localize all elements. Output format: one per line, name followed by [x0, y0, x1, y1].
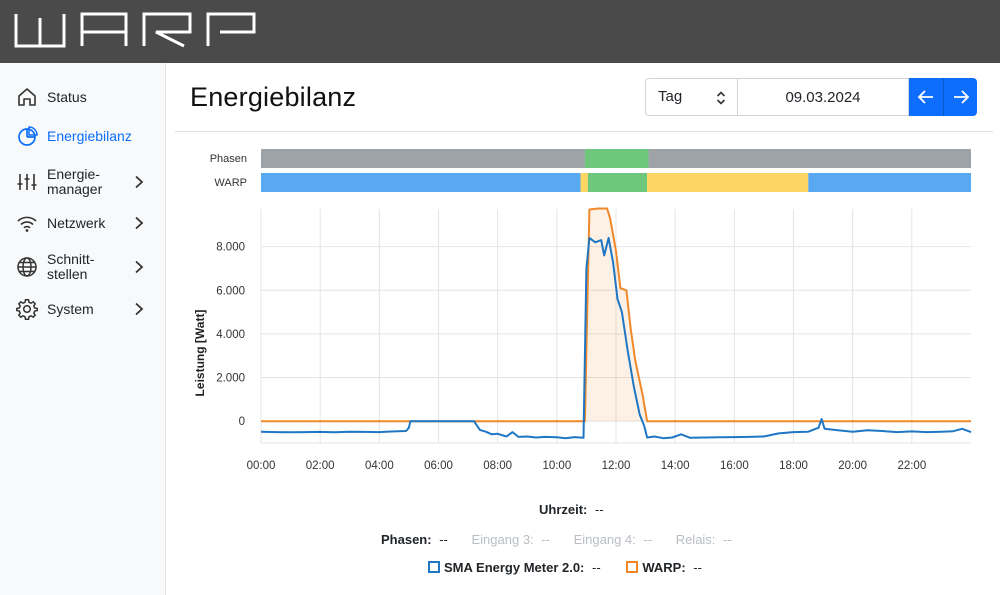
x-tick-label: 14:00 — [661, 460, 690, 472]
x-tick-label: 04:00 — [365, 460, 394, 472]
sidebar-item-energiemanager[interactable]: Energie- manager — [0, 162, 166, 202]
status-band-segment — [587, 173, 648, 192]
globe-icon — [17, 257, 37, 277]
date-controls: Tag — [645, 78, 977, 116]
warp-value: -- — [693, 560, 702, 575]
input3-label: Eingang 3: — [471, 532, 534, 547]
phases-value: -- — [439, 532, 448, 547]
series-legend: SMA Energy Meter 2.0: -- WARP: -- — [428, 560, 702, 575]
warp-logo — [14, 12, 256, 48]
arrow-right-icon — [953, 90, 969, 104]
input4-value: -- — [643, 532, 653, 547]
home-icon — [18, 88, 36, 106]
sliders-icon — [17, 174, 37, 190]
main-content: Energiebilanz Tag PhasenWARP00:0002:0004… — [167, 63, 1000, 595]
relay-value: -- — [723, 532, 732, 547]
sidebar-item-label: Netzwerk — [47, 214, 106, 231]
series-line-sma — [260, 236, 972, 440]
series-line-warp — [261, 207, 971, 423]
sma-value: -- — [592, 560, 601, 575]
header-divider — [175, 131, 993, 132]
period-select[interactable]: Tag — [645, 78, 738, 116]
sma-label: SMA Energy Meter 2.0: — [444, 560, 585, 575]
x-tick-label: 20:00 — [838, 460, 867, 472]
sidebar-item-label: Schnitt- stellen — [47, 251, 95, 282]
legend-item-sma[interactable]: SMA Energy Meter 2.0: -- — [428, 560, 604, 575]
period-select-value: Tag — [658, 88, 683, 105]
input3-value: -- — [541, 532, 550, 547]
legend-item-warp[interactable]: WARP: -- — [626, 560, 702, 575]
chevron-right-icon — [135, 175, 144, 189]
sma-swatch — [428, 561, 440, 573]
energy-chart[interactable]: Phasen WARP 00:00 02:00 04:00 06:00 08:00 10:00… — [167, 63, 1000, 483]
status-band-segment — [584, 149, 649, 168]
x-tick-label: 22:00 — [897, 460, 926, 472]
sidebar-item-energiebilanz[interactable]: Energiebilanz — [0, 118, 166, 154]
status-band-segment — [648, 149, 971, 168]
band-label: Phasen — [210, 153, 247, 165]
date-input[interactable] — [738, 78, 909, 116]
y-tick-label: 2.000 — [216, 373, 245, 385]
sidebar-item-label: Status — [47, 88, 87, 105]
time-label: Uhrzeit: — [539, 502, 588, 517]
top-bar — [0, 0, 1000, 63]
sidebar-item-status[interactable]: Status — [0, 79, 166, 115]
pie-chart-icon — [18, 126, 38, 146]
select-caret-icon — [716, 91, 726, 105]
wifi-icon — [17, 216, 37, 232]
status-band-segment — [808, 173, 971, 192]
y-tick-label: 8.000 — [216, 242, 245, 254]
phases-label: Phasen: — [381, 532, 432, 547]
x-tick-label: 02:00 — [306, 460, 335, 472]
next-day-button[interactable] — [943, 78, 977, 116]
x-tick-label: 08:00 — [483, 460, 512, 472]
chevron-right-icon — [135, 302, 144, 316]
sidebar-item-schnittstellen[interactable]: Schnitt- stellen — [0, 247, 166, 287]
chevron-right-icon — [135, 260, 144, 274]
y-tick-label: 6.000 — [216, 285, 245, 297]
y-tick-label: 4.000 — [216, 329, 245, 341]
x-tick-label: 18:00 — [779, 460, 808, 472]
warp-swatch — [626, 561, 639, 573]
y-tick-label: 0 — [239, 416, 245, 428]
x-tick-label: 12:00 — [602, 460, 631, 472]
sidebar-item-label: Energie- manager — [47, 166, 103, 197]
x-tick-label: 00:00 — [247, 460, 276, 472]
status-band-segment — [580, 173, 588, 192]
sidebar-item-label: Energiebilanz — [47, 127, 132, 144]
x-tick-label: 16:00 — [720, 460, 749, 472]
previous-day-button[interactable] — [909, 78, 943, 116]
arrow-left-icon — [917, 90, 933, 104]
time-readout: Uhrzeit: -- — [539, 502, 604, 517]
warp-label: WARP: — [642, 560, 686, 575]
sidebar-item-system[interactable]: System — [0, 291, 166, 327]
status-readout: Phasen: -- Eingang 3: -- Eingang 4: -- R… — [381, 532, 732, 547]
status-band-segment — [647, 173, 809, 192]
sidebar-item-label: System — [47, 300, 94, 317]
page-title: Energiebilanz — [190, 82, 357, 112]
gear-icon — [16, 299, 38, 320]
status-band-segment — [261, 173, 581, 192]
warp-area — [261, 208, 971, 422]
sidebar: Status Energiebilanz Energie- manager Ne… — [0, 63, 166, 595]
time-value: -- — [595, 502, 604, 517]
x-tick-label: 10:00 — [542, 460, 571, 472]
y-axis-label: Leistung [Watt] — [193, 310, 207, 397]
chevron-right-icon — [135, 216, 144, 230]
sidebar-item-netzwerk[interactable]: Netzwerk — [0, 205, 166, 241]
status-band-segment — [261, 149, 585, 168]
band-label: WARP — [214, 177, 247, 189]
x-tick-label: 06:00 — [424, 460, 453, 472]
input4-label: Eingang 4: — [573, 532, 636, 547]
relay-label: Relais: — [675, 532, 716, 547]
